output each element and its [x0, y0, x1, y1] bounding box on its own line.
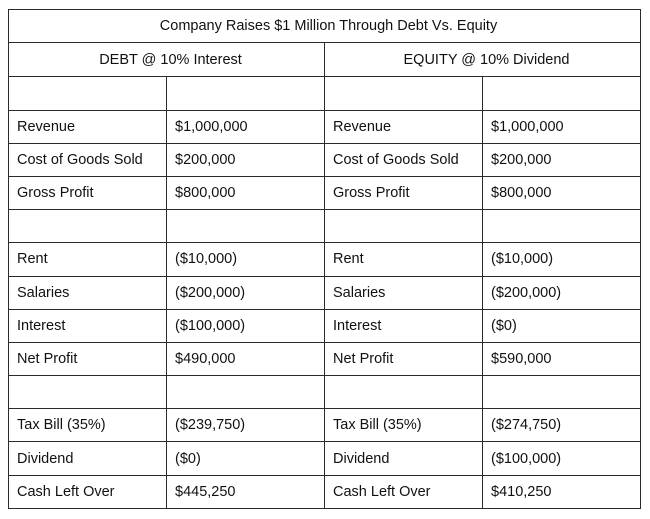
debt-label-cell: Rent [8, 242, 167, 277]
equity-value-cell: $200,000 [482, 142, 641, 177]
table-body: Company Raises $1 Million Through Debt V… [8, 8, 641, 510]
equity-value-cell: $590,000 [482, 341, 641, 377]
debt-value-cell: $200,000 [166, 142, 325, 177]
table-row: Net Profit $490,000 Net Profit $590,000 [8, 341, 641, 377]
debt-value-cell: ($100,000) [166, 308, 325, 343]
debt-value-cell: ($239,750) [166, 408, 325, 443]
table-row: Interest ($100,000) Interest ($0) [8, 308, 641, 343]
equity-label-cell: Tax Bill (35%) [324, 408, 483, 443]
equity-value-cell: ($200,000) [482, 275, 641, 310]
equity-header: EQUITY @ 10% Dividend [324, 42, 641, 78]
header-row: DEBT @ 10% Interest EQUITY @ 10% Dividen… [8, 42, 641, 78]
debt-label-cell: Interest [8, 308, 167, 343]
debt-value-cell: $490,000 [166, 341, 325, 377]
debt-value-cell [166, 375, 325, 410]
equity-label-cell: Gross Profit [324, 175, 483, 211]
equity-value-cell [482, 76, 641, 111]
debt-label-cell: Cash Left Over [8, 474, 167, 510]
table-row: Dividend ($0) Dividend ($100,000) [8, 441, 641, 476]
debt-label-cell: Salaries [8, 275, 167, 310]
debt-value-cell [166, 76, 325, 111]
debt-label-cell: Gross Profit [8, 175, 167, 211]
table-row: Cash Left Over $445,250 Cash Left Over $410… [8, 474, 641, 510]
table-title: Company Raises $1 Million Through Debt V… [8, 8, 641, 44]
debt-vs-equity-table: Company Raises $1 Million Through Debt V… [8, 8, 641, 510]
spacer-row [8, 375, 641, 410]
equity-value-cell [482, 375, 641, 410]
equity-value-cell: $410,250 [482, 474, 641, 510]
equity-value-cell: ($10,000) [482, 242, 641, 277]
debt-label-cell: Tax Bill (35%) [8, 408, 167, 443]
debt-value-cell: $800,000 [166, 175, 325, 211]
debt-value-cell [166, 209, 325, 244]
debt-label-cell: Dividend [8, 441, 167, 476]
debt-label-cell [8, 375, 167, 410]
equity-label-cell: Cost of Goods Sold [324, 142, 483, 177]
equity-label-cell: Net Profit [324, 341, 483, 377]
equity-value-cell: $1,000,000 [482, 109, 641, 144]
debt-header: DEBT @ 10% Interest [8, 42, 325, 78]
spacer-row [8, 76, 641, 111]
debt-value-cell: ($200,000) [166, 275, 325, 310]
equity-label-cell: Cash Left Over [324, 474, 483, 510]
table-row: Rent ($10,000) Rent ($10,000) [8, 242, 641, 277]
equity-label-cell: Dividend [324, 441, 483, 476]
equity-value-cell: ($0) [482, 308, 641, 343]
equity-label-cell: Salaries [324, 275, 483, 310]
equity-label-cell [324, 375, 483, 410]
debt-label-cell: Cost of Goods Sold [8, 142, 167, 177]
table-row: Gross Profit $800,000 Gross Profit $800,000 [8, 175, 641, 211]
equity-value-cell: $800,000 [482, 175, 641, 211]
equity-label-cell [324, 76, 483, 111]
debt-value-cell: $1,000,000 [166, 109, 325, 144]
equity-label-cell [324, 209, 483, 244]
equity-label-cell: Rent [324, 242, 483, 277]
table-row: Salaries ($200,000) Salaries ($200,000) [8, 275, 641, 310]
equity-value-cell: ($100,000) [482, 441, 641, 476]
table-row: Tax Bill (35%) ($239,750) Tax Bill (35%) ($… [8, 408, 641, 443]
debt-label-cell: Net Profit [8, 341, 167, 377]
debt-label-cell: Revenue [8, 109, 167, 144]
equity-value-cell [482, 209, 641, 244]
debt-label-cell [8, 209, 167, 244]
debt-value-cell: $445,250 [166, 474, 325, 510]
debt-value-cell: ($10,000) [166, 242, 325, 277]
table-row: Revenue $1,000,000 Revenue $1,000,000 [8, 109, 641, 144]
debt-value-cell: ($0) [166, 441, 325, 476]
debt-label-cell [8, 76, 167, 111]
title-row: Company Raises $1 Million Through Debt V… [8, 8, 641, 44]
equity-label-cell: Interest [324, 308, 483, 343]
equity-label-cell: Revenue [324, 109, 483, 144]
table-row: Cost of Goods Sold $200,000 Cost of Goods … [8, 142, 641, 177]
equity-value-cell: ($274,750) [482, 408, 641, 443]
spacer-row [8, 209, 641, 244]
